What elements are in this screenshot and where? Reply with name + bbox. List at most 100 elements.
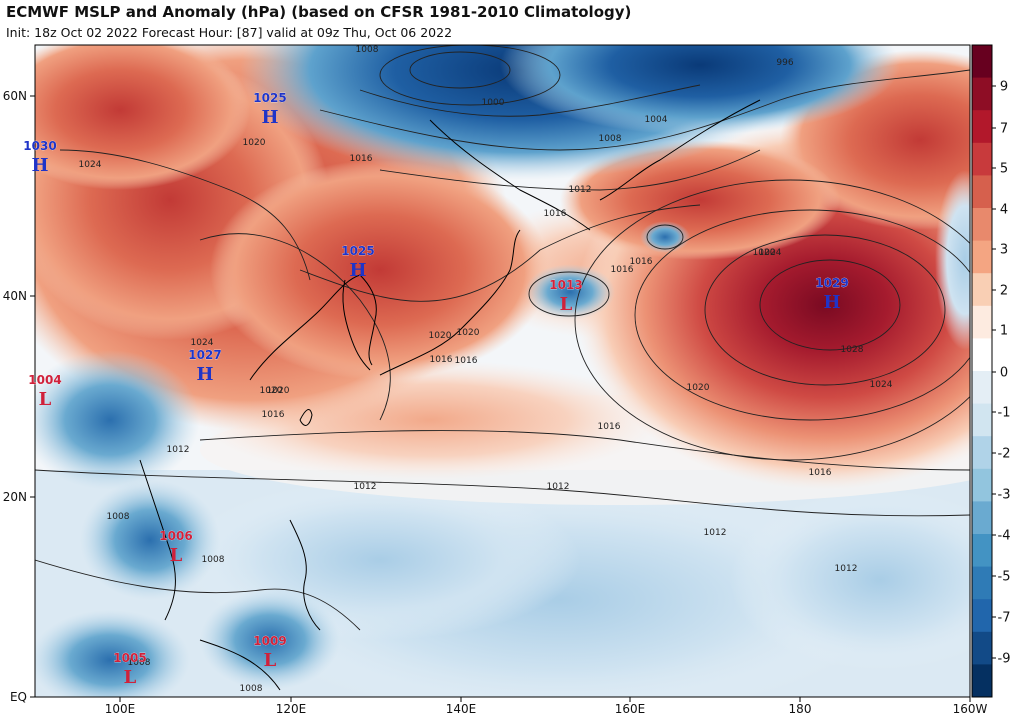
isobar-label: 1020 [457,328,480,338]
pressure-system-south-china-high: 1027 H [188,348,222,385]
isobar-1016-south [199,430,970,471]
isobar-1004 [359,84,701,117]
colorbar-swatch [972,273,992,307]
pressure-value: 1004 [28,373,61,387]
pressure-system-indochina-low: 1006 L [159,529,193,566]
isobar-label: 1012 [704,528,727,538]
isobar-label: 1016 [455,356,478,366]
isobar-1012-south [35,469,970,517]
isobar-1016-pacific [574,179,970,461]
isobar-label: 1008 [240,684,263,694]
isobar-label: 1016 [630,257,653,267]
pressure-value: 1027 [188,348,221,362]
isobar-label: 1016 [809,468,832,478]
isobar-label: 1008 [202,555,225,565]
isobar-label: 1008 [599,134,622,144]
colorbar-tick-label: -4 [998,529,1011,544]
colorbar-swatch [972,142,992,176]
low-marker: L [124,667,137,688]
colorbar-swatch [972,403,992,437]
pressure-value: 1013 [549,278,582,292]
isobar-label: 1016 [598,422,621,432]
high-marker: H [261,107,278,128]
isobar-1028 [759,259,901,351]
colorbar-swatch [972,371,992,405]
isobar-1020 [634,209,970,421]
colorbar-tick-label: 9 [1000,80,1008,95]
colorbar-swatch [972,305,992,339]
high-marker: H [31,155,48,176]
isobar-1000 [379,45,561,106]
lon-label: 180 [789,702,812,716]
isobar-1016-mid [299,204,701,302]
lat-label: 40N [3,289,27,303]
colorbar-tick-label: -9 [998,652,1011,667]
isobar-label: 1028 [841,345,864,355]
isobar-label: 1016 [544,209,567,219]
korea-coast [342,279,371,371]
isobar-1020-asia [199,233,391,421]
colorbar-swatch [972,501,992,535]
isobar-label: 1024 [759,248,782,258]
colorbar-tick-label: 1 [1000,324,1008,339]
colorbar-tick-label: 0 [1000,366,1008,381]
pressure-value: 1025 [253,91,286,105]
coastlines [139,99,761,691]
axis-labels: 60N 40N 20N EQ 100E 120E 140E 160E 180 160W [3,89,988,716]
colorbar-tick-label: 4 [1000,203,1008,218]
isobar-label: 1016 [430,355,453,365]
isobar-label: 1012 [167,445,190,455]
colorbar-tick-label: 5 [1000,162,1008,177]
colorbar-swatch [972,77,992,111]
china-coast [249,274,377,381]
pressure-system-malay-low: 1005 L [113,651,147,688]
lon-label: 100E [105,702,136,716]
colorbar-swatch [972,436,992,470]
low-marker: L [560,294,573,315]
isobar-label: 1004 [645,115,668,125]
lat-label: EQ [10,690,27,704]
pressure-value: 1009 [253,634,286,648]
lon-label: 160E [615,702,646,716]
pressure-system-myanmar-low: 1004 L [28,373,62,410]
isobar-1024 [704,234,946,386]
isobar-label: 1000 [482,98,505,108]
isobar-label: 1020 [260,386,283,396]
pressure-system-northwest-pacific-low: 1013 L [549,278,583,315]
low-marker: L [39,389,52,410]
colorbar-swatch [972,240,992,274]
isobar-label: 1020 [687,383,710,393]
pressure-system-borneo-low: 1009 L [253,634,287,671]
colorbar-swatch [972,338,992,372]
borneo-coast [199,639,281,691]
colorbar-swatch [972,468,992,502]
pressure-system-west-high: 1030 H [23,139,57,176]
pressure-value: 1005 [113,651,146,665]
map-title: ECMWF MSLP and Anomaly (hPa) (based on C… [6,3,632,21]
isobar-label: 1012 [835,564,858,574]
colorbar-tick-label: -5 [998,570,1011,585]
colorbar-swatch [972,664,992,698]
low-marker: L [170,545,183,566]
colorbar-swatch [972,175,992,209]
isobar-label: 1024 [79,160,102,170]
isobar-label: 1008 [128,658,151,668]
low-marker: L [264,650,277,671]
high-marker: H [349,260,366,281]
isobar-1013-low [528,271,610,317]
isobar-label: 1020 [267,386,290,396]
isobar-label: 1024 [191,338,214,348]
colorbar-tick-label: -3 [998,488,1011,503]
map-subtitle: Init: 18z Oct 02 2022 Forecast Hour: [87… [6,25,453,40]
lat-label: 60N [3,89,27,103]
colorbar-frame [971,44,993,698]
pressure-value: 1030 [23,139,56,153]
philippines-coast [289,519,321,631]
pressure-value: 1029 [815,276,848,290]
isobar-label: 1012 [354,482,377,492]
isobar-1008 [319,69,970,151]
isobar-label: 1020 [429,331,452,341]
lon-label: 140E [446,702,477,716]
pressure-value: 1025 [341,244,374,258]
